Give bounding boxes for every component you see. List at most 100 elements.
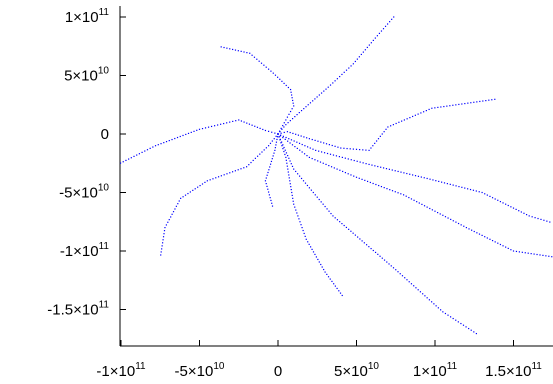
data-point <box>282 124 284 127</box>
data-point <box>331 280 333 283</box>
data-point <box>291 108 293 110</box>
y-tick-label: -5×1010 <box>59 183 109 202</box>
data-point <box>391 190 394 192</box>
data-point <box>299 221 301 223</box>
data-point <box>308 138 310 140</box>
data-point <box>426 297 428 299</box>
data-point <box>540 218 542 221</box>
data-point <box>286 116 289 118</box>
data-point <box>443 182 446 184</box>
data-point <box>133 155 135 157</box>
data-point <box>164 227 166 229</box>
data-point <box>167 221 169 223</box>
data-point <box>294 206 296 208</box>
data-point <box>229 48 231 50</box>
data-point <box>308 243 310 245</box>
data-point <box>428 108 430 111</box>
data-point <box>154 145 157 147</box>
data-point <box>229 121 231 123</box>
y-tick-label: 5×1010 <box>64 66 109 85</box>
data-point <box>309 147 311 149</box>
data-point <box>409 117 411 119</box>
data-point <box>455 185 457 187</box>
data-point <box>271 158 273 160</box>
data-point <box>389 21 391 23</box>
data-point <box>332 154 335 156</box>
data-point <box>343 71 345 73</box>
data-point <box>409 173 411 175</box>
data-point <box>386 188 388 190</box>
data-point <box>394 191 396 193</box>
data-point <box>280 142 282 144</box>
data-point <box>334 285 336 287</box>
data-point <box>201 183 204 185</box>
data-point <box>290 186 292 188</box>
data-point <box>455 104 457 106</box>
data-point <box>472 189 475 191</box>
data-point <box>423 205 426 207</box>
data-point <box>288 157 290 159</box>
data-point <box>478 233 481 235</box>
data-point <box>335 155 338 157</box>
data-point <box>307 146 309 148</box>
data-point <box>458 185 460 188</box>
data-point <box>248 164 250 166</box>
data-point <box>494 98 496 100</box>
data-point <box>285 119 287 121</box>
data-point <box>434 107 436 109</box>
data-point <box>400 171 402 173</box>
y-tick-mantissa: 5 <box>64 68 72 85</box>
data-point <box>275 135 277 137</box>
data-point <box>375 140 378 142</box>
data-point <box>489 195 491 197</box>
data-point <box>289 120 291 122</box>
data-point <box>226 173 228 175</box>
data-point <box>146 149 149 151</box>
data-point <box>471 229 473 231</box>
data-point <box>350 230 352 232</box>
data-point <box>381 133 383 135</box>
data-point <box>238 119 240 121</box>
data-point <box>378 184 380 187</box>
data-point <box>408 281 410 283</box>
data-point <box>372 182 374 185</box>
series-1 <box>277 16 395 135</box>
data-point <box>281 128 283 130</box>
data-point <box>194 188 196 190</box>
data-point <box>355 176 358 178</box>
data-point <box>341 73 343 76</box>
data-point <box>317 160 319 162</box>
data-point <box>403 172 405 174</box>
data-point <box>204 181 206 183</box>
data-point <box>136 154 138 156</box>
data-point <box>356 160 358 162</box>
data-point <box>488 99 490 101</box>
data-point <box>283 126 285 128</box>
data-point <box>161 248 163 250</box>
data-point <box>534 217 536 219</box>
data-point <box>359 238 361 240</box>
data-point <box>475 190 477 192</box>
data-point <box>515 208 517 210</box>
data-point <box>290 163 292 165</box>
data-point <box>386 23 389 25</box>
data-point <box>449 316 452 318</box>
data-point <box>449 105 451 107</box>
data-point <box>374 142 376 144</box>
data-point <box>362 149 364 151</box>
data-point <box>357 236 359 238</box>
data-point <box>179 135 181 138</box>
data-point <box>426 206 428 208</box>
data-point <box>269 163 272 165</box>
data-point <box>289 131 291 134</box>
series-4 <box>119 119 279 164</box>
data-point <box>465 227 467 229</box>
data-point <box>246 122 248 124</box>
data-point <box>193 130 195 132</box>
data-point <box>354 234 356 236</box>
data-point <box>314 194 316 196</box>
data-point <box>304 235 306 237</box>
data-point <box>354 60 356 63</box>
data-point <box>226 47 228 49</box>
